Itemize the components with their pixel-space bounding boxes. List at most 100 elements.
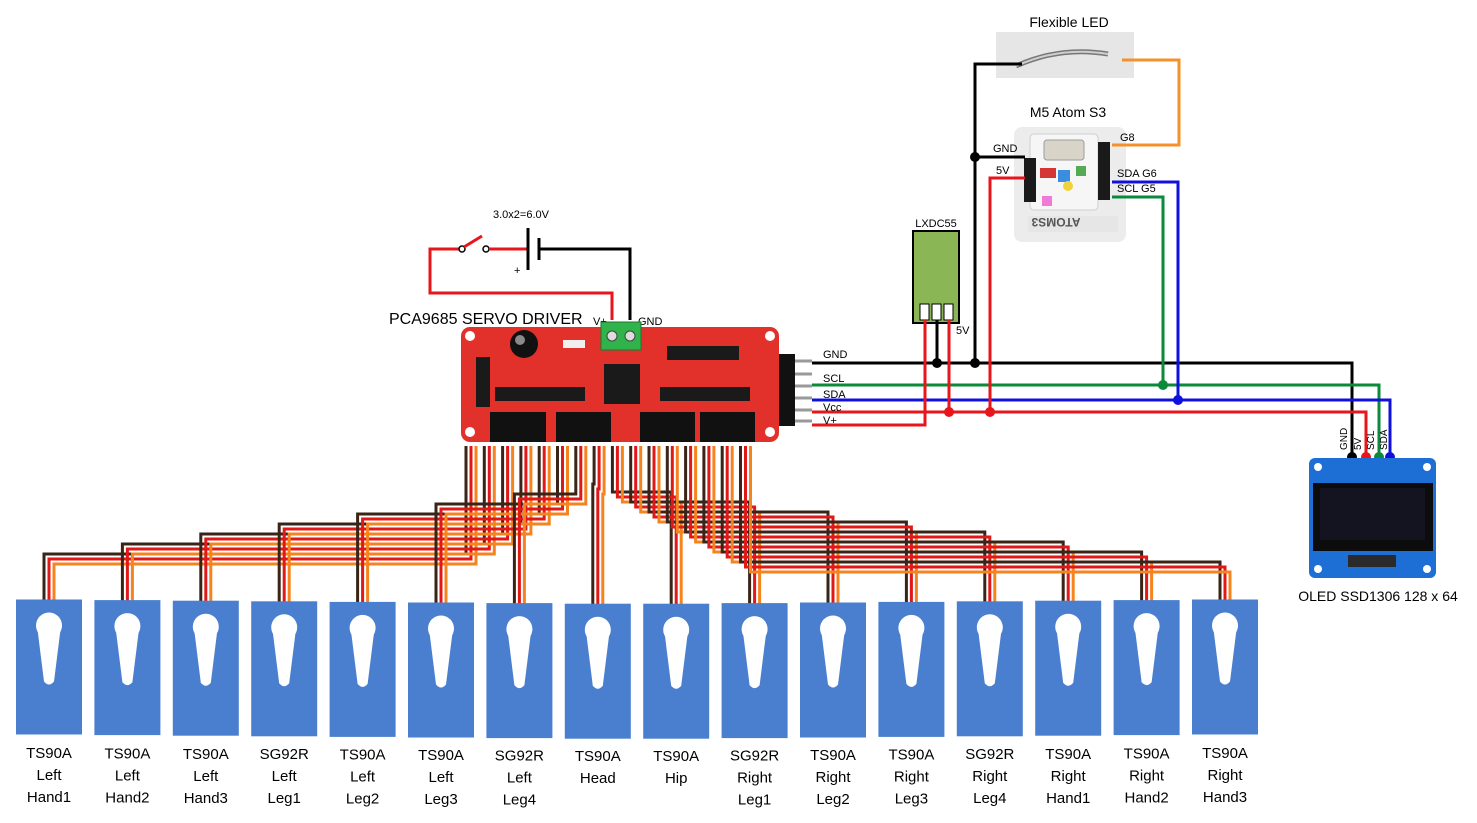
bus-scl-label: SCL bbox=[823, 373, 844, 385]
servo-label-line: TS90A bbox=[653, 748, 699, 765]
servo-label-line: Right bbox=[1051, 768, 1087, 785]
servo-cable-conductor bbox=[725, 446, 1149, 605]
servo-horn-hub bbox=[428, 615, 454, 642]
servo: TS90A Right Hand3 bbox=[1192, 599, 1258, 806]
servo: TS90A Right Leg3 bbox=[878, 601, 945, 808]
servo-horn-hub bbox=[663, 616, 690, 643]
servo: SG92R Left Leg1 bbox=[251, 601, 318, 807]
lxdc55-converter bbox=[912, 230, 960, 324]
servo-horn bbox=[585, 629, 610, 689]
battery-label: 3.0x2=6.0V bbox=[493, 209, 550, 221]
servo-label-line: Left bbox=[350, 769, 376, 786]
servo: TS90A Left Hand3 bbox=[172, 600, 239, 807]
bus-gnd-label: GND bbox=[823, 349, 848, 361]
oled-display bbox=[1309, 458, 1436, 578]
servo-horn bbox=[899, 627, 924, 687]
servo-label-line: Hand1 bbox=[1046, 790, 1090, 807]
servo-cable-conductor bbox=[744, 446, 1227, 604]
servo-label-line: Left bbox=[507, 769, 533, 786]
servo: TS90A Hip bbox=[643, 603, 710, 787]
servo-label-line: TS90A bbox=[888, 747, 934, 764]
servo-label-line: Leg2 bbox=[346, 791, 379, 808]
servo-label-line: Right bbox=[737, 769, 773, 786]
pca-label: PCA9685 SERVO DRIVER bbox=[389, 311, 583, 328]
servo-label-line: Left bbox=[36, 767, 62, 784]
bus-sda-label: SDA bbox=[823, 389, 846, 401]
servo-cable-conductor bbox=[282, 446, 528, 606]
servo-cable-conductor bbox=[596, 446, 601, 608]
servo-label-line: TS90A bbox=[575, 748, 621, 765]
servo-label-line: Left bbox=[115, 767, 141, 784]
servo-label-line: Leg3 bbox=[424, 791, 457, 808]
servo-cable bbox=[434, 446, 569, 607]
servo-horn bbox=[350, 627, 375, 687]
flexible-led-label: Flexible LED bbox=[1029, 14, 1108, 30]
servo-cable-conductor bbox=[615, 446, 678, 608]
servo-label-line: Right bbox=[894, 769, 930, 786]
servo-cable-conductor bbox=[739, 446, 1222, 604]
servo-wires bbox=[42, 446, 1232, 608]
m5-atom-s3: ATOMS3 bbox=[1014, 127, 1126, 242]
servo-cable-conductor bbox=[366, 446, 551, 606]
servo: TS90A Left Hand2 bbox=[94, 600, 161, 806]
servo-label-line: Hand2 bbox=[1124, 789, 1168, 806]
servo-label-line: Left bbox=[193, 768, 219, 785]
servo-label-line: TS90A bbox=[418, 747, 464, 764]
servo: TS90A Right Hand2 bbox=[1113, 600, 1180, 806]
servo-label-line: TS90A bbox=[104, 745, 150, 762]
servo-horn bbox=[37, 625, 61, 685]
atom-g8-label: G8 bbox=[1120, 132, 1135, 144]
servo-horn bbox=[429, 628, 453, 688]
servo-cable-conductor bbox=[665, 446, 908, 606]
servo-horn bbox=[1134, 626, 1159, 686]
servo-label-line: Hip bbox=[665, 770, 688, 787]
servo-cable-conductor bbox=[439, 446, 564, 607]
servo-cable bbox=[512, 446, 588, 608]
lxdc-5v-label: 5V bbox=[956, 325, 970, 337]
oled-pin-sda-label: SDA bbox=[1379, 429, 1390, 450]
servo-horn-hub bbox=[584, 616, 611, 643]
servo-horn-hub bbox=[820, 615, 846, 642]
servo-horn-hub bbox=[349, 614, 376, 641]
servo-cable-conductor bbox=[591, 446, 596, 608]
servo-horn bbox=[1213, 625, 1237, 685]
bus-vplus-label: V+ bbox=[823, 415, 837, 427]
servo: TS90A Left Leg2 bbox=[329, 601, 396, 808]
servo: TS90A Right Hand1 bbox=[1035, 600, 1102, 807]
servo-cable-conductor bbox=[730, 446, 1154, 605]
oled-pin-scl-label: SCL bbox=[1366, 430, 1377, 450]
svg-text:ATOMS3: ATOMS3 bbox=[1031, 215, 1080, 229]
servo-cable-conductor bbox=[130, 446, 496, 605]
servo-cable-conductor bbox=[702, 446, 1065, 605]
servo-horn-hub bbox=[36, 612, 62, 639]
servo-horn-hub bbox=[1212, 612, 1238, 639]
servo-cable-conductor bbox=[512, 446, 578, 608]
pca-side-header bbox=[779, 354, 812, 426]
servo-cable-conductor bbox=[749, 446, 1232, 604]
servo-horn bbox=[664, 629, 689, 689]
servo: TS90A Left Leg3 bbox=[408, 602, 474, 808]
servo-cable-conductor bbox=[707, 446, 1070, 605]
servo-cable-conductor bbox=[434, 446, 559, 607]
atom-5v-label: 5V bbox=[996, 165, 1010, 177]
servo-label-line: SG92R bbox=[965, 746, 1014, 763]
pca-servo-headers bbox=[490, 412, 755, 442]
servo-label-line: Hand3 bbox=[1203, 789, 1247, 806]
servo-label-line: TS90A bbox=[1202, 745, 1248, 762]
atom-scl-label: SCL G5 bbox=[1117, 183, 1156, 195]
servo-horn bbox=[507, 629, 532, 689]
servo-horn-hub bbox=[1055, 613, 1082, 640]
oled-pin-5v-label: 5V bbox=[1353, 437, 1364, 450]
servo-cable-conductor bbox=[601, 446, 606, 608]
servo: SG92R Left Leg4 bbox=[486, 603, 553, 808]
servo-label-line: TS90A bbox=[340, 747, 386, 764]
servo-horn bbox=[193, 626, 218, 686]
servo-label-line: Head bbox=[580, 770, 616, 787]
servo-cable-conductor bbox=[647, 446, 830, 607]
servo-label-line: TS90A bbox=[810, 747, 856, 764]
servo-cable-conductor bbox=[720, 446, 1144, 605]
servo-cable-conductor bbox=[517, 446, 583, 608]
servo-label-line: Leg3 bbox=[895, 791, 928, 808]
servo-cable-conductor bbox=[444, 446, 569, 607]
